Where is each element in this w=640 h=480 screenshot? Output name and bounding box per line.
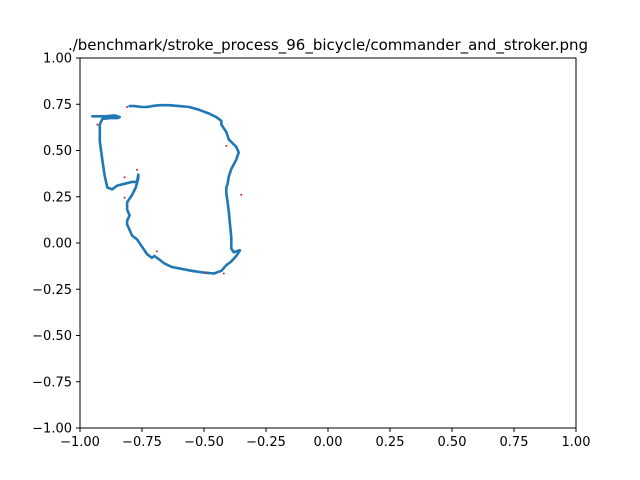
x-tick-label: 0.00 bbox=[314, 435, 343, 450]
x-tick-label: 0.25 bbox=[376, 435, 405, 450]
marker-point bbox=[155, 250, 158, 253]
y-tick-label: 0.25 bbox=[43, 190, 72, 205]
y-tick-label: −0.50 bbox=[32, 329, 72, 344]
y-tick-label: 0.75 bbox=[43, 98, 72, 113]
x-tick-label: 0.50 bbox=[438, 435, 467, 450]
marker-point bbox=[225, 144, 228, 147]
x-tick-label: 0.75 bbox=[500, 435, 529, 450]
y-tick-label: −0.75 bbox=[32, 375, 72, 390]
marker-point bbox=[123, 196, 126, 199]
marker-point bbox=[126, 106, 129, 108]
y-tick-label: −1.00 bbox=[32, 422, 72, 437]
chart-title: ./benchmark/stroke_process_96_bicycle/co… bbox=[68, 36, 588, 55]
y-tick-label: −0.25 bbox=[32, 283, 72, 298]
plot-area bbox=[91, 103, 243, 275]
stroke-line-0 bbox=[91, 103, 242, 275]
y-tick-label: 0.50 bbox=[43, 144, 72, 159]
marker-point bbox=[96, 123, 99, 126]
marker-point bbox=[240, 193, 243, 196]
x-tick-label: −0.25 bbox=[246, 435, 286, 450]
x-tick-label: −0.50 bbox=[184, 435, 224, 450]
y-axis: 1.00 0.75 0.50 0.25 0.00 −0.25 −0.50 −0.75 −1.00 bbox=[32, 52, 80, 437]
x-tick-label: −1.00 bbox=[60, 435, 100, 450]
x-tick-label: 1.00 bbox=[562, 435, 591, 450]
marker-point bbox=[136, 168, 138, 171]
marker-point bbox=[222, 272, 225, 275]
x-axis: −1.00 −0.75 −0.50 −0.25 0.00 0.25 0.50 0.75 1.00 bbox=[60, 428, 590, 450]
y-tick-label: 0.00 bbox=[43, 237, 72, 252]
x-tick-label: −0.75 bbox=[122, 435, 162, 450]
y-tick-label: 1.00 bbox=[43, 52, 72, 67]
marker-point bbox=[123, 176, 126, 179]
marker-point bbox=[205, 271, 208, 274]
